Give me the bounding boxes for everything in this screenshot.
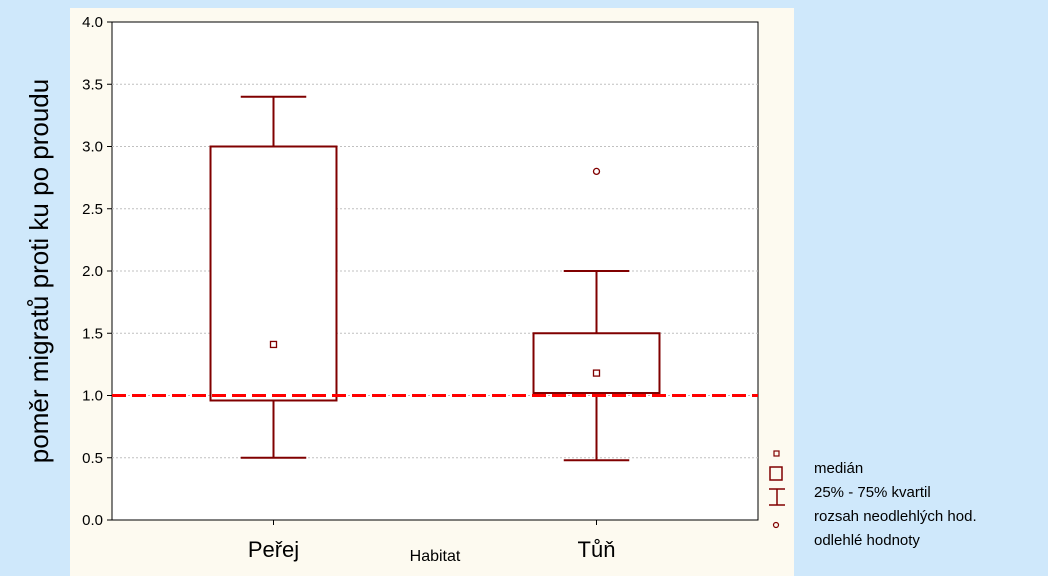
box-icon bbox=[769, 466, 783, 481]
y-tick-label: 2.0 bbox=[82, 263, 103, 280]
iqr-box bbox=[209, 145, 338, 402]
y-axis-ticks: 0.0 0.5 1.0 1.5 2.0 2.5 3.0 3.5 4.0 bbox=[82, 14, 112, 529]
x-axis-label: Habitat bbox=[410, 548, 461, 565]
x-tick-label: Tůň bbox=[578, 537, 616, 562]
legend-symbols bbox=[769, 450, 785, 529]
legend-item-range: rozsah neodlehlých hod. bbox=[760, 506, 1048, 528]
legend: medián 25% - 75% kvartil rozsah neodlehl… bbox=[760, 448, 1048, 576]
whisker-icon bbox=[769, 488, 785, 506]
x-tick-label: Peřej bbox=[248, 537, 299, 562]
legend-label-median: medián bbox=[814, 460, 864, 477]
x-axis-ticks: Peřej Tůň bbox=[248, 520, 616, 562]
outlier-point bbox=[592, 167, 601, 176]
legend-label-quartile: 25% - 75% kvartil bbox=[814, 484, 931, 501]
legend-label-outliers: odlehlé hodnoty bbox=[814, 532, 920, 549]
box-series bbox=[209, 95, 661, 462]
y-tick-label: 3.0 bbox=[82, 139, 103, 156]
median-marker bbox=[269, 340, 278, 349]
y-tick-label: 4.0 bbox=[82, 14, 103, 31]
box-group-1 bbox=[532, 167, 661, 462]
y-axis-label: poměr migratů proti ku po proudu bbox=[24, 79, 54, 463]
legend-label-range: rozsah neodlehlých hod. bbox=[814, 508, 977, 525]
outlier-circle-icon bbox=[772, 521, 780, 529]
box-group-0 bbox=[209, 95, 338, 459]
legend-item-median: medián bbox=[760, 458, 1048, 480]
small-square-icon bbox=[773, 450, 780, 457]
y-tick-label: 0.0 bbox=[82, 512, 103, 529]
y-tick-label: 0.5 bbox=[82, 450, 103, 467]
legend-item-outliers: odlehlé hodnoty bbox=[760, 530, 1048, 552]
median-marker bbox=[592, 369, 601, 377]
y-tick-label: 3.5 bbox=[82, 76, 103, 93]
y-tick-label: 2.5 bbox=[82, 201, 103, 218]
legend-item-quartile: 25% - 75% kvartil bbox=[760, 482, 1048, 504]
y-tick-label: 1.5 bbox=[82, 325, 103, 342]
iqr-box bbox=[532, 332, 661, 395]
y-tick-label: 1.0 bbox=[82, 388, 103, 405]
